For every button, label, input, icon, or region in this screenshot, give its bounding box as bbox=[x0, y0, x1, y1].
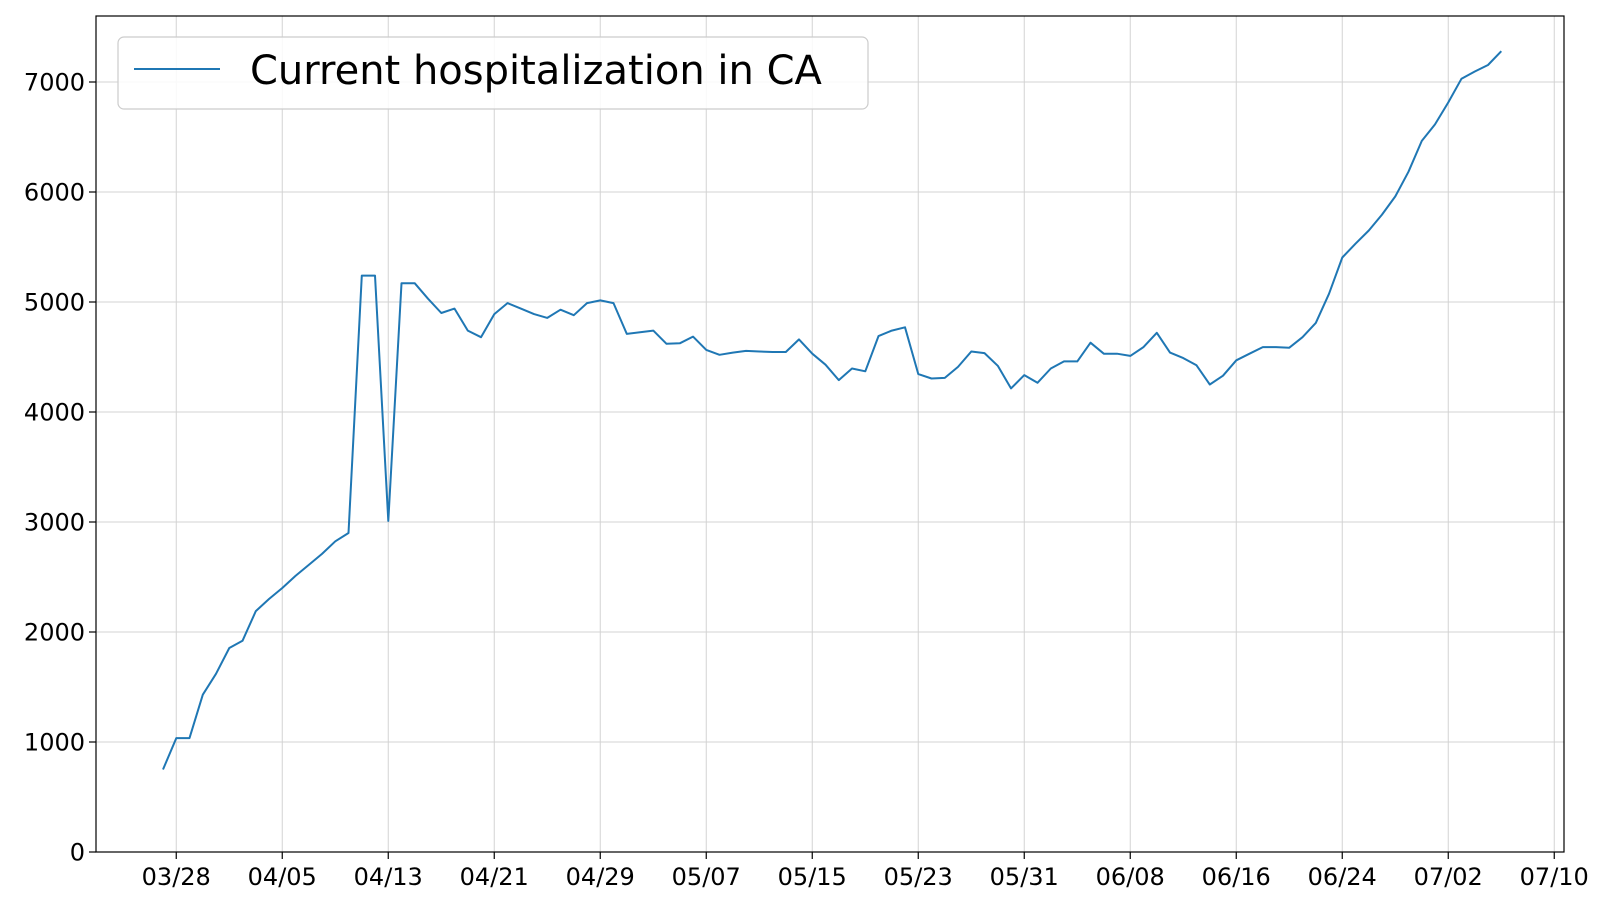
x-tick-label: 07/10 bbox=[1520, 863, 1589, 891]
y-tick-label: 7000 bbox=[24, 69, 85, 97]
axis-ticks: 0 1000 2000 3000 4000 5000 6000 7000 03/28 04/05 0… bbox=[24, 69, 1589, 892]
plot-frame bbox=[95, 15, 1565, 853]
x-tick-label: 05/15 bbox=[778, 863, 847, 891]
x-tick-label: 07/02 bbox=[1414, 863, 1483, 891]
legend: Current hospitalization in CA bbox=[117, 36, 869, 110]
y-tick-label: 1000 bbox=[24, 729, 85, 757]
x-tick-label: 05/31 bbox=[990, 863, 1059, 891]
x-tick-label: 06/16 bbox=[1202, 863, 1271, 891]
y-tick-label: 0 bbox=[70, 839, 85, 867]
legend-label: Current hospitalization in CA bbox=[250, 48, 822, 94]
x-tick-label: 04/05 bbox=[248, 863, 317, 891]
y-tick-label: 2000 bbox=[24, 619, 85, 647]
x-tick-label: 05/07 bbox=[672, 863, 741, 891]
x-tick-label: 04/13 bbox=[354, 863, 423, 891]
series-lines bbox=[162, 50, 1503, 770]
x-tick-label: 06/08 bbox=[1096, 863, 1165, 891]
legend-box bbox=[117, 36, 869, 110]
x-tick-label: 04/21 bbox=[460, 863, 529, 891]
x-tick-label: 05/23 bbox=[884, 863, 953, 891]
x-tick-label: 06/24 bbox=[1308, 863, 1377, 891]
x-tick-label: 04/29 bbox=[566, 863, 635, 891]
y-tick-label: 4000 bbox=[24, 399, 85, 427]
grid-lines bbox=[96, 16, 1564, 853]
y-tick-label: 5000 bbox=[24, 289, 85, 317]
x-tick-label: 03/28 bbox=[142, 863, 211, 891]
y-tick-label: 3000 bbox=[24, 509, 85, 537]
y-tick-label: 6000 bbox=[24, 179, 85, 207]
series-line bbox=[162, 50, 1503, 770]
